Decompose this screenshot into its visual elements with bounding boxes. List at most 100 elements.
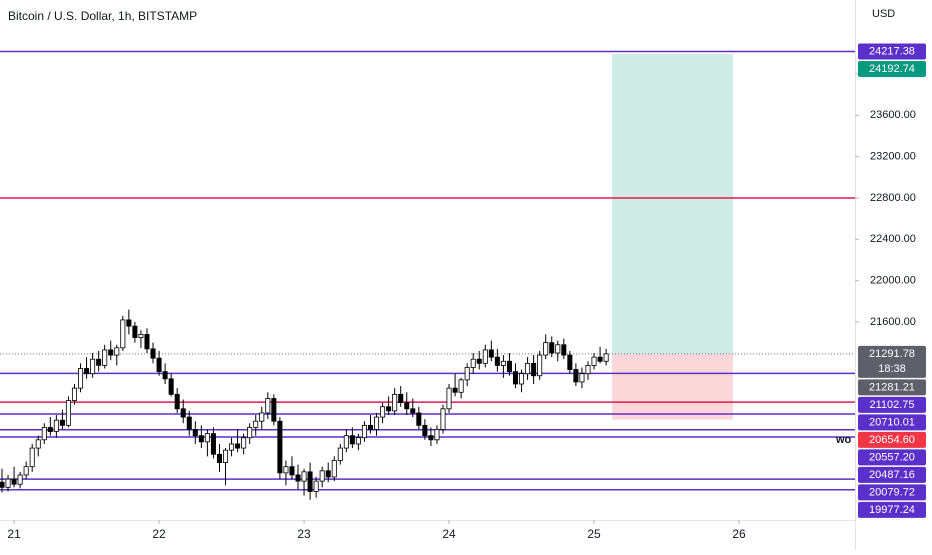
candle-body — [380, 406, 386, 418]
candle-body — [229, 443, 235, 451]
candle-body — [253, 420, 259, 428]
price-label: 20654.60 — [869, 434, 915, 446]
price-label-box — [858, 396, 926, 413]
candle-body — [126, 319, 132, 327]
candle-body — [247, 427, 253, 439]
candle-body — [204, 433, 210, 443]
candle-body — [349, 435, 355, 445]
x-tick-label: 23 — [297, 527, 311, 541]
candle-body — [386, 406, 392, 412]
candle-body — [241, 437, 247, 449]
annotation: wo — [835, 434, 852, 446]
candle-body — [78, 368, 84, 389]
candle-body — [216, 453, 222, 463]
price-label-box — [858, 345, 926, 378]
candle-body — [440, 408, 446, 430]
candle-body — [319, 470, 325, 482]
candle-body — [295, 474, 301, 482]
candle-body — [567, 354, 573, 370]
candle-body — [573, 369, 579, 383]
currency: USD — [872, 8, 895, 20]
x-tick-label: 22 — [152, 527, 166, 541]
chart-title: Bitcoin / U.S. Dollar, 1h, BITSTAMP — [8, 9, 197, 23]
candle-body — [192, 429, 198, 437]
y-tick-label: 22000.00 — [870, 275, 916, 287]
price-label: 20710.01 — [869, 416, 915, 428]
candle-body — [108, 349, 114, 356]
candle-body — [11, 478, 17, 485]
price-label: 19977.24 — [869, 504, 915, 516]
candle-body — [5, 478, 11, 488]
candle-body — [398, 393, 404, 404]
candle-body — [561, 344, 567, 356]
candle-body — [482, 349, 488, 364]
candle-body — [235, 443, 241, 449]
price-label-box — [858, 501, 926, 518]
candle-body — [156, 357, 162, 373]
candle-body — [367, 424, 374, 430]
price-label: 20557.20 — [869, 451, 915, 463]
candle-body — [325, 470, 331, 478]
price-label-box — [858, 43, 926, 60]
y-tick-label: 22400.00 — [870, 233, 916, 245]
candle-body — [361, 424, 367, 439]
price-label-box — [858, 449, 926, 466]
price-label: 24192.74 — [869, 63, 915, 75]
candle-body — [17, 474, 23, 485]
candle-body — [283, 466, 289, 474]
candle-body — [0, 481, 5, 488]
candle-body — [500, 360, 506, 366]
candle-body — [162, 371, 168, 380]
candle-body — [174, 393, 180, 410]
x-tick-label: 26 — [732, 527, 746, 541]
price-label-box — [858, 484, 926, 501]
candle-body — [198, 435, 204, 443]
price-label-box — [858, 414, 926, 431]
y-tick-label: 23200.00 — [870, 151, 916, 163]
candle-body — [84, 368, 90, 375]
candle-body — [506, 360, 512, 373]
candle-body — [23, 466, 29, 476]
candle-body — [585, 365, 591, 375]
candle-body — [476, 358, 482, 364]
candle-body — [277, 420, 283, 474]
candle-body — [150, 348, 156, 359]
candle-body — [428, 435, 434, 441]
x-tick-label: 24 — [442, 527, 456, 541]
candle-body — [343, 435, 349, 449]
candle-body — [35, 439, 41, 449]
candle-body — [392, 393, 398, 412]
candle-body — [59, 419, 65, 426]
candle-body — [186, 416, 192, 430]
price-label: 21291.78 — [869, 348, 915, 360]
candle-body — [102, 349, 108, 366]
price-label: 21102.75 — [869, 399, 914, 411]
candle-body — [579, 373, 585, 383]
y-tick-label: 21600.00 — [870, 316, 916, 328]
candle-body — [289, 466, 295, 476]
candle-body — [53, 419, 59, 432]
candle-body — [138, 334, 144, 338]
candle-body — [71, 387, 78, 401]
y-tick-label: 22800.00 — [870, 192, 916, 204]
plot — [0, 50, 855, 500]
candle-body — [144, 334, 150, 350]
candle-body — [259, 412, 265, 422]
candle-body — [488, 349, 494, 358]
candle-body — [597, 356, 603, 362]
candle-body — [470, 358, 476, 368]
candle-body — [603, 353, 609, 362]
candle-body — [265, 398, 271, 414]
candle-body — [355, 437, 361, 445]
y-tick-label: 23600.00 — [870, 109, 916, 121]
candle-body — [525, 362, 531, 375]
candle-body — [446, 387, 452, 410]
candle-body — [47, 427, 53, 432]
candle-body — [120, 319, 126, 349]
price-label-box — [858, 431, 926, 448]
candle-body — [210, 433, 216, 455]
candle-body — [41, 427, 47, 441]
candle-body — [65, 400, 71, 426]
price-label-box — [858, 466, 926, 483]
